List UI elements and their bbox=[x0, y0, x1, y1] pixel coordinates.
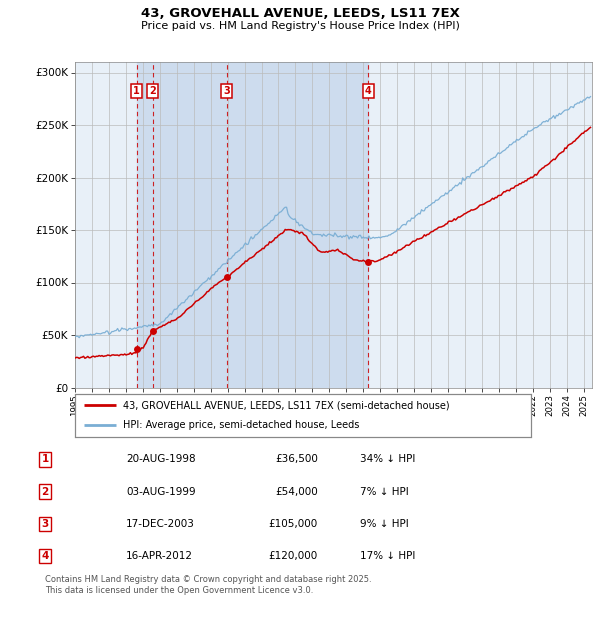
Text: £105,000: £105,000 bbox=[269, 519, 318, 529]
Text: Price paid vs. HM Land Registry's House Price Index (HPI): Price paid vs. HM Land Registry's House … bbox=[140, 21, 460, 31]
Text: £120,000: £120,000 bbox=[269, 551, 318, 561]
Text: 16-APR-2012: 16-APR-2012 bbox=[126, 551, 193, 561]
Text: 34% ↓ HPI: 34% ↓ HPI bbox=[360, 454, 415, 464]
Text: 1: 1 bbox=[133, 86, 140, 96]
Text: Contains HM Land Registry data © Crown copyright and database right 2025.
This d: Contains HM Land Registry data © Crown c… bbox=[45, 575, 371, 595]
Text: 4: 4 bbox=[41, 551, 49, 561]
Text: 3: 3 bbox=[41, 519, 49, 529]
Text: 9% ↓ HPI: 9% ↓ HPI bbox=[360, 519, 409, 529]
Bar bbox=[137, 62, 368, 388]
Text: 2: 2 bbox=[41, 487, 49, 497]
Text: 7% ↓ HPI: 7% ↓ HPI bbox=[360, 487, 409, 497]
Text: 17% ↓ HPI: 17% ↓ HPI bbox=[360, 551, 415, 561]
Text: 3: 3 bbox=[224, 86, 230, 96]
Text: 2: 2 bbox=[149, 86, 156, 96]
Text: £54,000: £54,000 bbox=[275, 487, 318, 497]
Text: 4: 4 bbox=[365, 86, 371, 96]
Text: 43, GROVEHALL AVENUE, LEEDS, LS11 7EX: 43, GROVEHALL AVENUE, LEEDS, LS11 7EX bbox=[140, 7, 460, 20]
Text: 1: 1 bbox=[41, 454, 49, 464]
Text: 20-AUG-1998: 20-AUG-1998 bbox=[126, 454, 196, 464]
Text: 03-AUG-1999: 03-AUG-1999 bbox=[126, 487, 196, 497]
Text: HPI: Average price, semi-detached house, Leeds: HPI: Average price, semi-detached house,… bbox=[123, 420, 359, 430]
Text: 43, GROVEHALL AVENUE, LEEDS, LS11 7EX (semi-detached house): 43, GROVEHALL AVENUE, LEEDS, LS11 7EX (s… bbox=[123, 401, 449, 410]
Text: £36,500: £36,500 bbox=[275, 454, 318, 464]
Text: 17-DEC-2003: 17-DEC-2003 bbox=[126, 519, 195, 529]
